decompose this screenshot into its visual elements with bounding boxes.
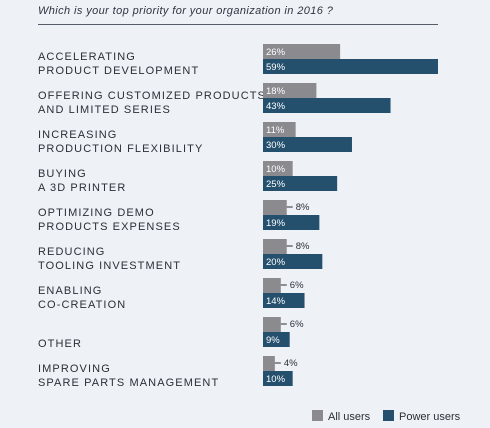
- data-label: 9%: [266, 335, 280, 346]
- data-label: 14%: [266, 296, 286, 307]
- power-users-bar: [263, 254, 323, 269]
- power-users-bar: [263, 215, 320, 230]
- category-label: OTHER: [38, 338, 82, 350]
- all-users-bar: [263, 44, 341, 59]
- data-label: 20%: [266, 257, 286, 268]
- data-label: 18%: [266, 86, 286, 97]
- category-label: ACCELERATING: [38, 51, 136, 63]
- data-label: 8%: [296, 241, 310, 252]
- all-users-bar: [263, 356, 275, 371]
- category-label: IMPROVING: [38, 363, 111, 375]
- category-label: PRODUCT DEVELOPMENT: [38, 65, 199, 77]
- power-users-bar: [263, 332, 290, 347]
- survey-question: Which is your top priority for your orga…: [38, 5, 334, 17]
- category-label: REDUCING: [38, 246, 105, 258]
- legend-swatch-power-users: [383, 410, 394, 421]
- category-label: TOOLING INVESTMENT: [38, 260, 181, 272]
- data-label: 26%: [266, 47, 286, 58]
- data-label: 43%: [266, 101, 286, 112]
- data-label: 25%: [266, 179, 286, 190]
- category-label: AND LIMITED SERIES: [38, 104, 171, 116]
- category-label: PRODUCTS EXPENSES: [38, 221, 181, 233]
- category-label: ENABLING: [38, 285, 102, 297]
- power-users-bar: [263, 293, 305, 308]
- data-label: 10%: [266, 164, 286, 175]
- all-users-bar: [263, 278, 281, 293]
- all-users-bar: [263, 200, 287, 215]
- all-users-bar: [263, 161, 293, 176]
- category-label: A 3D PRINTER: [38, 182, 126, 194]
- data-label: 59%: [266, 62, 286, 73]
- power-users-bar: [263, 176, 338, 191]
- all-users-bar: [263, 317, 281, 332]
- data-label: 30%: [266, 140, 286, 151]
- all-users-bar: [263, 122, 296, 137]
- data-label: 19%: [266, 218, 286, 229]
- all-users-bar: [263, 239, 287, 254]
- power-users-bar: [263, 98, 391, 113]
- category-label: PRODUCTION FLEXIBILITY: [38, 143, 203, 155]
- all-users-bar: [263, 83, 317, 98]
- power-users-bar: [263, 137, 352, 152]
- power-users-bar: [263, 371, 293, 386]
- data-label: 8%: [296, 202, 310, 213]
- category-label: OPTIMIZING DEMO: [38, 207, 155, 219]
- data-label: 4%: [284, 358, 298, 369]
- data-label: 6%: [290, 319, 304, 330]
- power-users-bar: [263, 59, 438, 74]
- category-label: CO-CREATION: [38, 299, 126, 311]
- data-label: 10%: [266, 374, 286, 385]
- legend-label-power-users: Power users: [399, 411, 461, 423]
- legend-swatch-all-users: [312, 410, 323, 421]
- category-label: OFFERING CUSTOMIZED PRODUCTS: [38, 90, 266, 102]
- data-label: 11%: [266, 125, 285, 136]
- category-label: INCREASING: [38, 129, 117, 141]
- header-divider: [38, 24, 438, 25]
- category-label: SPARE PARTS MANAGEMENT: [38, 377, 219, 389]
- legend-label-all-users: All users: [328, 411, 371, 423]
- data-label: 6%: [290, 280, 304, 291]
- category-label: BUYING: [38, 168, 87, 180]
